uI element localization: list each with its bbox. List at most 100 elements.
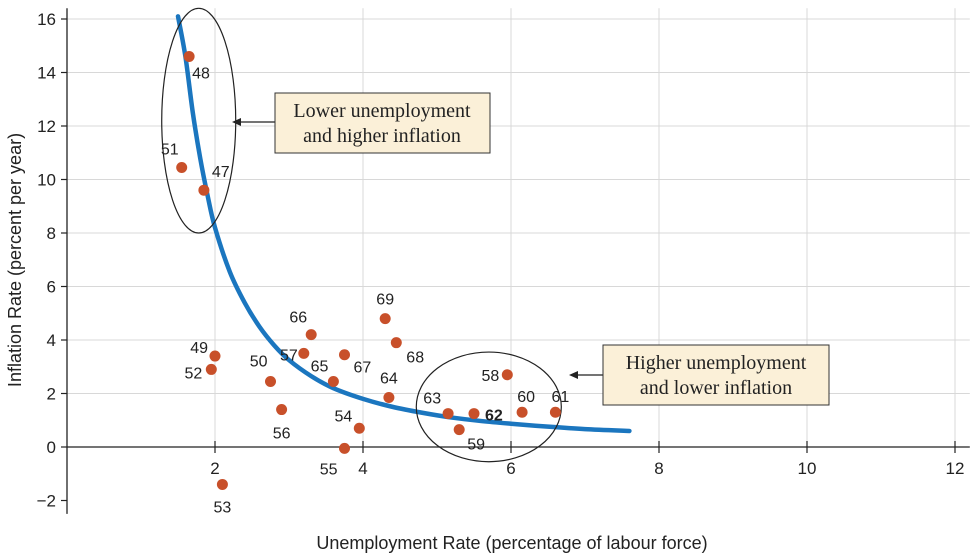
- data-point-label: 53: [214, 499, 232, 516]
- data-point-label: 58: [482, 368, 500, 385]
- data-point-marker: [379, 313, 391, 325]
- data-point-marker: [298, 347, 310, 359]
- data-point-marker: [549, 406, 561, 418]
- data-point-marker: [383, 392, 395, 404]
- phillips-curve-line: [175, 14, 632, 434]
- annotation-lower-unemployment: Lower unemployment and higher inflation: [232, 92, 491, 154]
- data-point-61: 61: [549, 389, 570, 418]
- data-point-55: 55: [320, 442, 350, 478]
- data-point-54: 54: [335, 408, 365, 434]
- data-point-53: 53: [214, 478, 232, 516]
- data-point-marker: [265, 375, 276, 387]
- high-inflation-cluster-ellipse: [161, 7, 237, 234]
- data-point-52: 52: [185, 363, 217, 382]
- data-point-56: 56: [273, 404, 291, 443]
- data-point-label: 63: [423, 391, 441, 408]
- data-point-marker: [205, 363, 217, 375]
- data-point-57: 57: [280, 347, 310, 364]
- annotation-line-1: Lower unemployment: [293, 100, 471, 122]
- data-point-label: 49: [190, 340, 208, 357]
- data-point-label: 48: [192, 65, 210, 82]
- data-point-label: 67: [354, 360, 372, 377]
- y-tick-label: 6: [47, 278, 56, 297]
- data-point-label: 64: [380, 371, 398, 388]
- data-point-marker: [198, 184, 210, 196]
- annotation-arrowhead: [232, 118, 241, 126]
- annotation-arrowhead: [569, 371, 578, 379]
- data-point-marker: [390, 337, 402, 349]
- data-point-marker: [468, 408, 480, 420]
- data-point-65: 65: [311, 358, 339, 387]
- annotation-box: [274, 92, 491, 154]
- data-point-label: 50: [250, 353, 268, 370]
- data-point-48: 48: [183, 50, 210, 82]
- data-point-label: 55: [320, 461, 338, 478]
- data-point-58: 58: [482, 368, 513, 385]
- data-point-label: 52: [185, 365, 203, 382]
- data-point-67: 67: [339, 349, 371, 377]
- data-point-label: 62: [485, 408, 503, 425]
- data-point-marker: [327, 375, 339, 387]
- data-point-label: 69: [376, 292, 394, 309]
- annotation-line-2: and lower inflation: [640, 377, 792, 399]
- x-tick-label: 4: [358, 459, 367, 478]
- data-point-62: 62: [468, 408, 503, 425]
- data-point-marker: [176, 161, 188, 173]
- data-point-label: 60: [517, 389, 535, 406]
- x-tick-label: 2: [210, 459, 219, 478]
- y-tick-label: 16: [37, 10, 56, 29]
- data-point-marker: [183, 50, 195, 62]
- data-point-marker: [276, 404, 288, 416]
- data-point-label: 68: [406, 350, 424, 367]
- data-point-59: 59: [453, 424, 485, 454]
- y-tick-label: 8: [47, 224, 56, 243]
- data-point-label: 47: [212, 164, 230, 181]
- y-tick-label: 2: [47, 385, 56, 404]
- data-point-marker: [209, 350, 221, 362]
- x-tick-label: 12: [946, 459, 965, 478]
- data-point-marker: [501, 369, 513, 381]
- annotations: Lower unemployment and higher inflation …: [232, 92, 830, 406]
- data-point-64: 64: [380, 371, 398, 404]
- data-point-label: 66: [289, 310, 307, 327]
- data-point-63: 63: [423, 391, 454, 420]
- y-tick-label: −2: [37, 492, 56, 511]
- data-point-49: 49: [190, 340, 221, 362]
- data-point-label: 65: [311, 358, 329, 375]
- data-point-label: 54: [335, 408, 353, 425]
- low-inflation-cluster-ellipse: [415, 351, 562, 463]
- data-point-marker: [216, 478, 228, 490]
- data-point-69: 69: [376, 292, 394, 325]
- data-point-marker: [442, 408, 454, 420]
- data-point-68: 68: [390, 337, 424, 367]
- data-point-label: 57: [280, 347, 298, 364]
- data-point-marker: [453, 424, 465, 436]
- x-tick-label: 8: [654, 459, 663, 478]
- data-point-60: 60: [516, 389, 535, 418]
- data-point-label: 51: [161, 141, 179, 158]
- data-point-50: 50: [250, 353, 276, 387]
- grid-lines: [67, 8, 970, 447]
- annotation-box: [602, 344, 830, 406]
- annotation-line-1: Higher unemployment: [626, 352, 807, 374]
- data-point-label: 61: [552, 389, 570, 406]
- data-point-66: 66: [289, 310, 317, 341]
- data-point-label: 56: [273, 426, 291, 443]
- x-tick-label: 6: [506, 459, 515, 478]
- data-point-marker: [516, 406, 528, 418]
- x-axis-title: Unemployment Rate (percentage of labour …: [316, 533, 707, 553]
- data-point-marker: [305, 329, 317, 341]
- annotation-higher-unemployment: Higher unemployment and lower inflation: [569, 344, 830, 406]
- x-tick-label: 10: [798, 459, 817, 478]
- data-point-51: 51: [161, 141, 188, 173]
- y-tick-label: 4: [47, 331, 56, 350]
- data-point-marker: [339, 349, 350, 361]
- data-point-47: 47: [198, 164, 230, 196]
- y-tick-label: 12: [37, 117, 56, 136]
- y-axis-title: Inflation Rate (percent per year): [5, 133, 25, 387]
- y-tick-label: 14: [37, 64, 56, 83]
- phillips-curve: [175, 14, 632, 434]
